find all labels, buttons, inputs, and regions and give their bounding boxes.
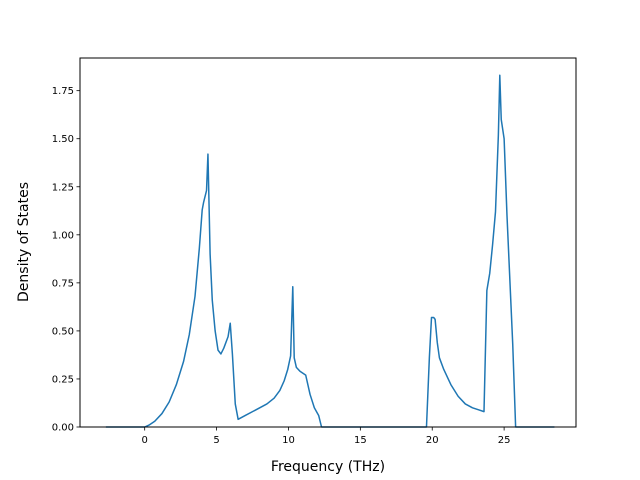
- dos-series-line: [105, 74, 555, 428]
- y-tick-label: 1.00: [52, 230, 74, 241]
- y-tick-label: 1.50: [52, 134, 74, 145]
- x-axis-label: Frequency (THz): [271, 459, 385, 475]
- x-axis-ticks: 0 5 10 15 20 25: [142, 427, 511, 446]
- y-tick-label: 1.75: [52, 86, 74, 97]
- y-tick-label: 0.25: [52, 374, 74, 385]
- x-tick-label: 20: [426, 435, 439, 446]
- x-tick-label: 10: [282, 435, 295, 446]
- y-tick-label: 0.75: [52, 278, 74, 289]
- y-tick-label: 0.00: [52, 423, 74, 434]
- y-tick-label: 1.25: [52, 182, 74, 193]
- y-axis-label: Density of States: [16, 182, 32, 302]
- x-tick-label: 5: [213, 435, 219, 446]
- x-tick-label: 25: [498, 435, 511, 446]
- y-axis-ticks: 0.00 0.25 0.50 0.75 1.00 1.25 1.50 1.75: [52, 86, 80, 434]
- x-tick-label: 15: [354, 435, 367, 446]
- axes-frame: [79, 57, 577, 428]
- plot-content: [105, 74, 555, 428]
- y-tick-label: 0.50: [52, 326, 74, 337]
- x-tick-label: 0: [142, 435, 148, 446]
